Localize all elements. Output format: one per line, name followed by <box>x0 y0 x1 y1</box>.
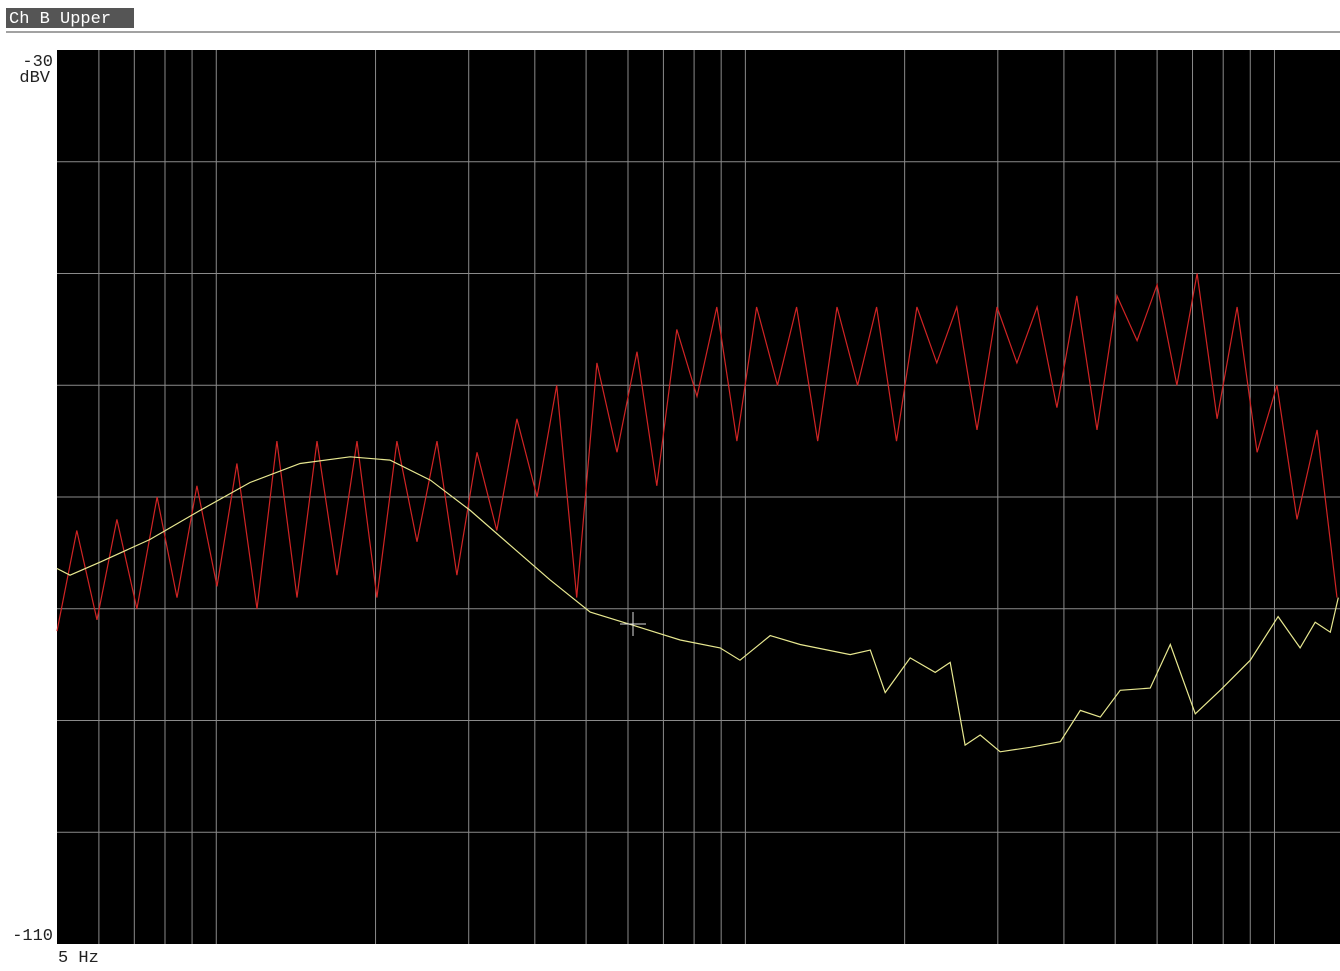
grid <box>57 50 1340 944</box>
y-tick-label: -110 <box>12 927 53 946</box>
y-tick-label: -30 <box>22 53 53 72</box>
trace-line <box>56 273 1338 632</box>
trace-line <box>56 456 1339 753</box>
cursor <box>620 612 646 636</box>
traces <box>56 273 1339 753</box>
title-highlight <box>6 8 134 28</box>
x-tick-label: 5 Hz <box>58 949 99 966</box>
y-axis-label: dBV <box>19 69 50 88</box>
chart-title: Ch B Upper <box>9 10 111 29</box>
